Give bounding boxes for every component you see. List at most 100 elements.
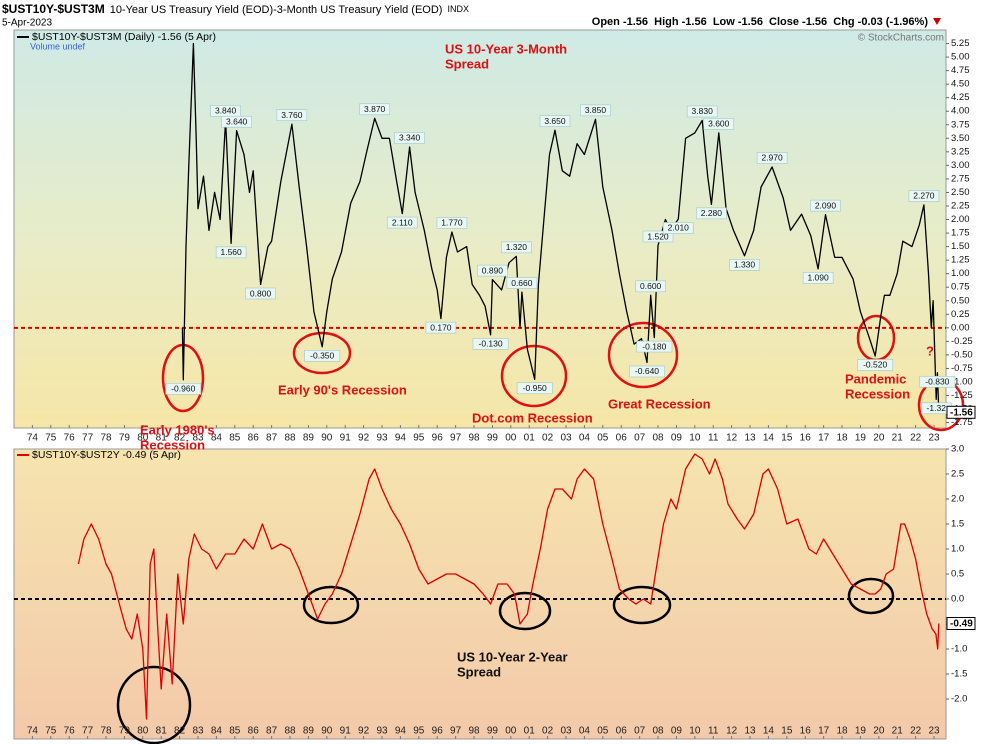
point-label-box [696, 207, 727, 220]
point-label-box [165, 383, 202, 395]
y-tick-label: 5.25 [951, 38, 970, 49]
x-tick-label: 96 [432, 726, 444, 737]
x-tick-label: 18 [836, 726, 848, 737]
y-tick-label: 1.0 [951, 544, 964, 555]
exchange: INDX [447, 4, 469, 14]
x-tick-label: 82 [174, 433, 186, 444]
x-tick-label: 01 [524, 726, 536, 737]
point-label: -0.130 [479, 339, 503, 349]
annotation: ? [926, 343, 934, 358]
x-tick-label: 91 [340, 726, 352, 737]
point-label-box [501, 241, 532, 254]
x-tick-label: 16 [800, 433, 812, 444]
x-tick-label: 13 [744, 433, 756, 444]
annotation: Spread [457, 664, 501, 679]
x-tick-label: 15 [781, 433, 793, 444]
header-title: $UST10Y-$UST3M 10-Year US Treasury Yield … [2, 2, 469, 16]
x-tick-label: 22 [910, 433, 922, 444]
x-tick-label: 77 [82, 433, 94, 444]
x-tick-label: 03 [560, 726, 572, 737]
point-label: 1.090 [807, 273, 829, 283]
point-label: 3.340 [399, 133, 421, 143]
y-tick-label: 2.0 [951, 494, 964, 505]
plot-area-bottom [13, 448, 947, 740]
y-tick-label: -0.50 [951, 349, 973, 360]
point-label-box [908, 190, 940, 202]
x-tick-label: 77 [82, 726, 94, 737]
point-label: 2.280 [701, 208, 723, 218]
y-tick-label: -0.25 [951, 336, 973, 347]
volume-label: Volume undef [30, 41, 86, 51]
x-tick-label: 74 [27, 433, 39, 444]
x-tick-label: 99 [487, 433, 499, 444]
point-label-box [386, 216, 418, 229]
x-tick-label: 21 [892, 433, 904, 444]
circle [607, 321, 679, 389]
point-label: 3.830 [692, 106, 714, 116]
x-tick-label: 22 [910, 726, 922, 737]
x-tick-label: 07 [634, 433, 646, 444]
x-tick-label: 08 [652, 433, 664, 444]
x-tick-label: 10 [689, 726, 701, 737]
y-tick-label: 1.50 [951, 241, 970, 252]
x-tick-label: 85 [229, 433, 241, 444]
point-label: 2.970 [761, 153, 783, 163]
x-tick-label: 16 [800, 726, 812, 737]
point-label: 1.320 [506, 242, 528, 252]
circle [498, 591, 552, 631]
x-tick-label: 11 [708, 433, 719, 444]
point-label: -0.350 [310, 351, 334, 361]
y-tick-label: 2.75 [951, 173, 970, 184]
annotation: Early 1980's [140, 422, 215, 437]
point-label: -0.520 [863, 360, 887, 370]
y-tick-label: 0.00 [951, 322, 970, 333]
x-tick-label: 84 [211, 726, 223, 737]
x-tick-label: 12 [726, 433, 738, 444]
y-tick-label: 2.5 [951, 469, 964, 480]
y-tick-label: 4.25 [951, 92, 970, 103]
x-tick-label: 02 [542, 433, 554, 444]
point-label-box [642, 230, 674, 243]
x-tick-label: 99 [487, 726, 499, 737]
symbol: $UST10Y-$UST3M [2, 2, 105, 16]
x-tick-label: 20 [873, 726, 885, 737]
x-tick-label: 03 [560, 433, 572, 444]
x-tick-label: 75 [45, 726, 57, 737]
y-tick-label: 4.00 [951, 106, 970, 117]
point-label: -0.180 [642, 341, 666, 351]
x-tick-label: 79 [119, 726, 131, 737]
point-label: 0.660 [511, 278, 533, 288]
point-label-box [729, 259, 760, 271]
point-label-box [662, 222, 694, 234]
circle [612, 585, 672, 625]
point-label: 1.770 [441, 218, 463, 228]
annotation: Recession [140, 437, 205, 452]
x-tick-label: 11 [708, 726, 719, 737]
x-tick-label: 97 [450, 433, 462, 444]
series-line [181, 42, 940, 413]
point-label-box [635, 280, 666, 293]
x-tick-label: 05 [597, 433, 609, 444]
x-tick-label: 21 [892, 726, 904, 737]
y-tick-label: 3.25 [951, 146, 970, 157]
legend-label: $UST10Y-$UST2Y -0.49 (5 Apr) [32, 449, 181, 461]
header-date: 5-Apr-2023 [2, 18, 52, 29]
point-label: 0.800 [250, 288, 272, 298]
point-label-box [516, 382, 553, 395]
x-tick-label: 14 [763, 433, 775, 444]
y-tick-label: 3.50 [951, 133, 970, 144]
annotation: Pandemic [845, 371, 906, 386]
y-tick-label: 3.00 [951, 160, 970, 171]
x-tick-label: 90 [321, 726, 333, 737]
circle [500, 344, 568, 408]
point-label-box [756, 152, 788, 164]
x-tick-label: 93 [376, 726, 388, 737]
x-tick-label: 92 [358, 726, 370, 737]
point-label: 3.870 [364, 104, 386, 114]
y-tick-label: 4.50 [951, 79, 970, 90]
plot-area-top [13, 29, 947, 429]
recession-circles [161, 314, 965, 432]
point-label: 2.090 [815, 200, 837, 210]
x-tick-label: 83 [192, 433, 204, 444]
